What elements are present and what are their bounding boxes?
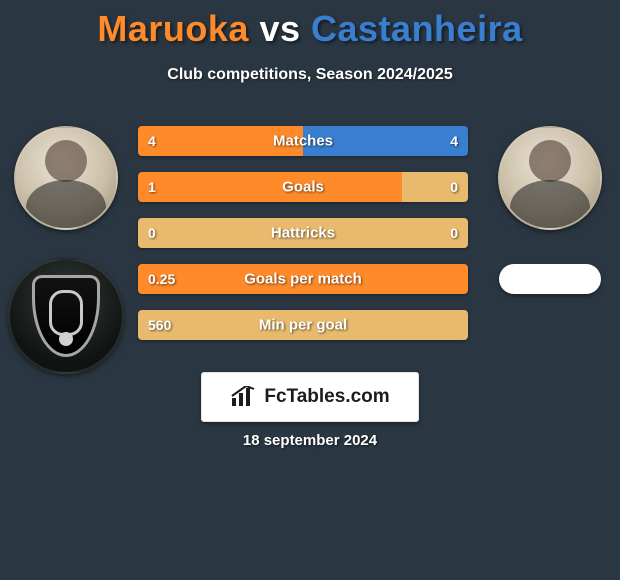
stat-label: Matches bbox=[273, 133, 333, 150]
title-player-right: Castanheira bbox=[311, 8, 523, 49]
stat-value-left: 560 bbox=[148, 317, 171, 333]
page-title: Maruoka vs Castanheira bbox=[0, 0, 620, 50]
stat-row: 0 0 Hattricks bbox=[138, 218, 468, 248]
stats-bar-chart: 4 4 Matches 1 0 Goals 0 0 Hattricks 0.25 Goals per… bbox=[138, 126, 468, 340]
shield-icon bbox=[32, 275, 100, 357]
stat-row: 0.25 Goals per match bbox=[138, 264, 468, 294]
stat-row: 1 0 Goals bbox=[138, 172, 468, 202]
stat-row: 560 Min per goal bbox=[138, 310, 468, 340]
right-avatar-column bbox=[498, 126, 602, 294]
stat-value-left: 0 bbox=[148, 225, 156, 241]
bar-chart-icon bbox=[230, 386, 258, 408]
stat-value-left: 0.25 bbox=[148, 271, 175, 287]
stat-value-right: 0 bbox=[450, 179, 458, 195]
title-player-left: Maruoka bbox=[97, 8, 249, 49]
stat-label: Goals bbox=[282, 179, 324, 196]
stat-value-right: 0 bbox=[450, 225, 458, 241]
brand-text: FcTables.com bbox=[264, 386, 389, 408]
title-vs: vs bbox=[259, 8, 300, 49]
stat-value-left: 1 bbox=[148, 179, 156, 195]
stat-label: Hattricks bbox=[271, 225, 335, 242]
stat-label: Goals per match bbox=[244, 271, 362, 288]
player-right-club-crest bbox=[499, 264, 601, 294]
subtitle: Club competitions, Season 2024/2025 bbox=[0, 66, 620, 84]
player-left-club-crest bbox=[8, 258, 124, 374]
footer-date: 18 september 2024 bbox=[243, 432, 377, 449]
stat-label: Min per goal bbox=[259, 317, 347, 334]
brand-logo: FcTables.com bbox=[201, 372, 419, 422]
stat-value-right: 4 bbox=[450, 133, 458, 149]
player-right-avatar bbox=[498, 126, 602, 230]
stat-value-left: 4 bbox=[148, 133, 156, 149]
player-left-avatar bbox=[14, 126, 118, 230]
left-avatar-column bbox=[8, 126, 124, 374]
stat-row: 4 4 Matches bbox=[138, 126, 468, 156]
